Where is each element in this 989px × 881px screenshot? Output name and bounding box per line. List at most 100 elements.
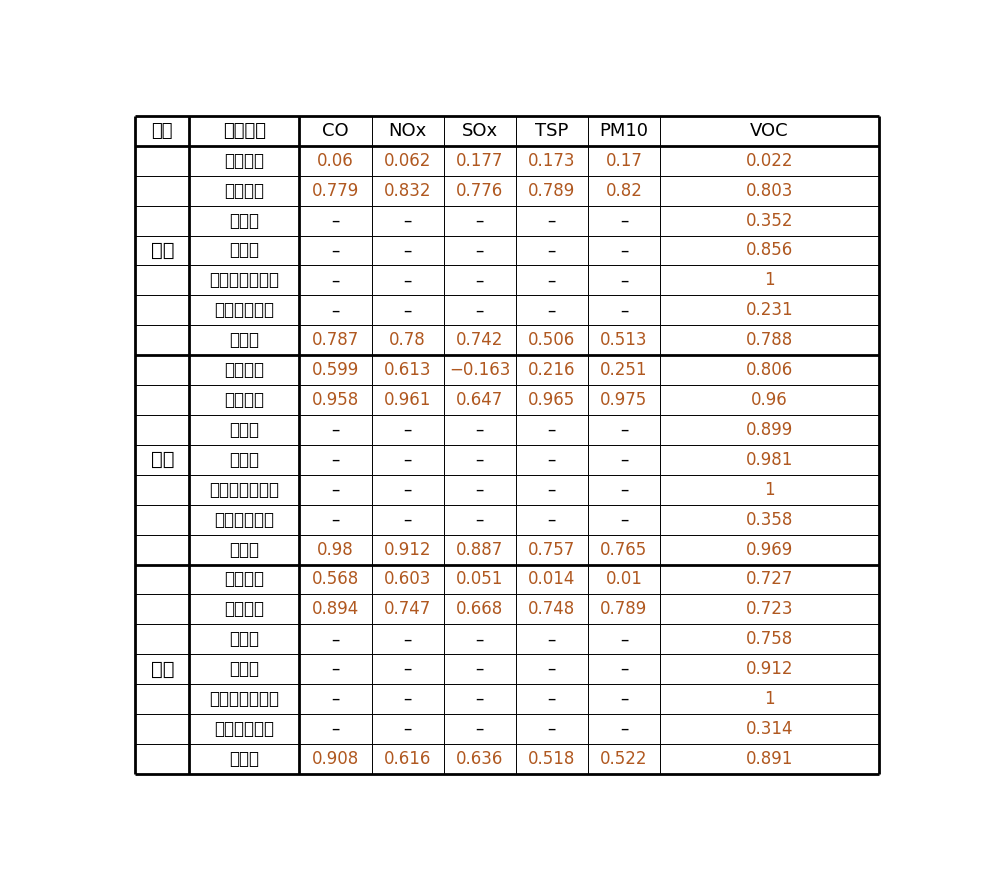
Text: –: – <box>548 690 556 708</box>
Text: –: – <box>331 301 339 319</box>
Text: 0.96: 0.96 <box>751 391 787 409</box>
Text: 자동차: 자동차 <box>229 750 259 768</box>
Text: 0.969: 0.969 <box>746 541 793 559</box>
Text: 0.603: 0.603 <box>384 571 431 589</box>
Text: 경기: 경기 <box>150 660 174 678</box>
Text: 0.856: 0.856 <box>746 241 793 260</box>
Text: 0.776: 0.776 <box>456 181 503 200</box>
Text: 자동차: 자동차 <box>229 331 259 349</box>
Text: 0.887: 0.887 <box>456 541 503 559</box>
Text: –: – <box>331 720 339 738</box>
Text: 0.757: 0.757 <box>528 541 576 559</box>
Text: –: – <box>331 421 339 439</box>
Text: 가정용유기용제: 가정용유기용제 <box>210 690 280 708</box>
Text: –: – <box>331 241 339 260</box>
Text: –: – <box>548 660 556 678</box>
Text: –: – <box>404 211 411 230</box>
Text: CO: CO <box>322 122 349 140</box>
Text: VOC: VOC <box>750 122 788 140</box>
Text: 0.958: 0.958 <box>312 391 359 409</box>
Text: –: – <box>620 451 628 469</box>
Text: 개별난방: 개별난방 <box>225 601 264 618</box>
Text: –: – <box>476 421 484 439</box>
Text: –: – <box>548 271 556 289</box>
Text: 가정용유기용제: 가정용유기용제 <box>210 481 280 499</box>
Text: 아스팔트포장: 아스팔트포장 <box>215 720 274 738</box>
Text: 0.022: 0.022 <box>746 152 793 170</box>
Text: 0.78: 0.78 <box>390 331 426 349</box>
Text: 자동차: 자동차 <box>229 541 259 559</box>
Text: –: – <box>620 690 628 708</box>
Text: 0.173: 0.173 <box>528 152 576 170</box>
Text: 0.06: 0.06 <box>317 152 354 170</box>
Text: 0.82: 0.82 <box>605 181 643 200</box>
Text: 0.647: 0.647 <box>456 391 503 409</box>
Text: 0.787: 0.787 <box>312 331 359 349</box>
Text: 상업공공: 상업공공 <box>225 361 264 379</box>
Text: 0.231: 0.231 <box>746 301 793 319</box>
Text: 0.17: 0.17 <box>605 152 643 170</box>
Text: 0.723: 0.723 <box>746 601 793 618</box>
Text: 아스팔트포장: 아스팔트포장 <box>215 511 274 529</box>
Text: 1: 1 <box>764 271 774 289</box>
Text: –: – <box>548 211 556 230</box>
Text: –: – <box>620 301 628 319</box>
Text: –: – <box>404 511 411 529</box>
Text: –: – <box>331 481 339 499</box>
Text: –: – <box>404 630 411 648</box>
Text: 개별난방: 개별난방 <box>225 181 264 200</box>
Text: –: – <box>548 630 556 648</box>
Text: 0.912: 0.912 <box>384 541 431 559</box>
Text: –: – <box>404 241 411 260</box>
Text: 0.98: 0.98 <box>317 541 354 559</box>
Text: 0.568: 0.568 <box>312 571 359 589</box>
Text: 아스팔트포장: 아스팔트포장 <box>215 301 274 319</box>
Text: 0.765: 0.765 <box>600 541 648 559</box>
Text: 0.788: 0.788 <box>746 331 793 349</box>
Text: 0.748: 0.748 <box>528 601 576 618</box>
Text: –: – <box>620 660 628 678</box>
Text: –: – <box>476 451 484 469</box>
Text: 0.742: 0.742 <box>456 331 503 349</box>
Text: –: – <box>548 451 556 469</box>
Text: 0.908: 0.908 <box>312 750 359 768</box>
Text: 서울: 서울 <box>150 241 174 260</box>
Text: 주유소: 주유소 <box>229 421 259 439</box>
Text: –: – <box>476 720 484 738</box>
Text: –: – <box>404 451 411 469</box>
Text: –: – <box>620 421 628 439</box>
Text: 시도: 시도 <box>151 122 173 140</box>
Text: 가정용유기용제: 가정용유기용제 <box>210 271 280 289</box>
Text: –: – <box>404 481 411 499</box>
Text: 0.636: 0.636 <box>456 750 503 768</box>
Text: NOx: NOx <box>389 122 426 140</box>
Text: –: – <box>548 720 556 738</box>
Text: 0.894: 0.894 <box>312 601 359 618</box>
Text: –: – <box>476 630 484 648</box>
Text: –: – <box>476 660 484 678</box>
Text: –: – <box>620 211 628 230</box>
Text: PM10: PM10 <box>599 122 649 140</box>
Text: –: – <box>331 630 339 648</box>
Text: 0.806: 0.806 <box>746 361 793 379</box>
Text: 0.789: 0.789 <box>600 601 648 618</box>
Text: –: – <box>331 211 339 230</box>
Text: –: – <box>404 720 411 738</box>
Text: 0.789: 0.789 <box>528 181 576 200</box>
Text: 0.961: 0.961 <box>384 391 431 409</box>
Text: 0.668: 0.668 <box>456 601 503 618</box>
Text: 0.899: 0.899 <box>746 421 793 439</box>
Text: 주유소: 주유소 <box>229 211 259 230</box>
Text: –: – <box>476 481 484 499</box>
Text: –: – <box>331 271 339 289</box>
Text: 0.727: 0.727 <box>746 571 793 589</box>
Text: 0.981: 0.981 <box>746 451 793 469</box>
Text: 세탁소: 세탁소 <box>229 451 259 469</box>
Text: 0.513: 0.513 <box>600 331 648 349</box>
Text: 0.216: 0.216 <box>528 361 576 379</box>
Text: 0.832: 0.832 <box>384 181 431 200</box>
Text: –: – <box>404 271 411 289</box>
Text: 세탁소: 세탁소 <box>229 660 259 678</box>
Text: –: – <box>404 690 411 708</box>
Text: 0.177: 0.177 <box>456 152 503 170</box>
